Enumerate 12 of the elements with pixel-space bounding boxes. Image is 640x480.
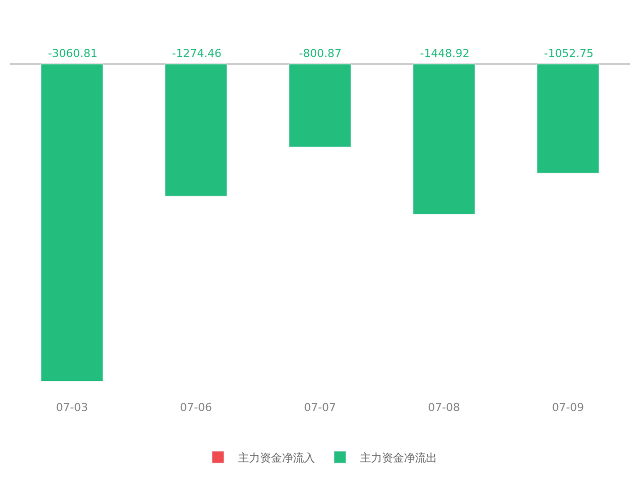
data-label: -1274.46 xyxy=(172,47,222,60)
x-tick-label: 07-07 xyxy=(304,401,336,414)
data-label: -1448.92 xyxy=(420,47,470,60)
x-tick-label: 07-09 xyxy=(552,401,584,414)
legend-label: 主力资金净流出 xyxy=(360,451,437,464)
data-label: -800.87 xyxy=(299,47,342,60)
legend-label: 主力资金净流入 xyxy=(238,451,315,464)
data-label: -1052.75 xyxy=(544,47,594,60)
x-tick-label: 07-03 xyxy=(56,401,88,414)
data-label: -3060.81 xyxy=(48,47,98,60)
x-tick-label: 07-08 xyxy=(428,401,460,414)
x-tick-label: 07-06 xyxy=(180,401,212,414)
